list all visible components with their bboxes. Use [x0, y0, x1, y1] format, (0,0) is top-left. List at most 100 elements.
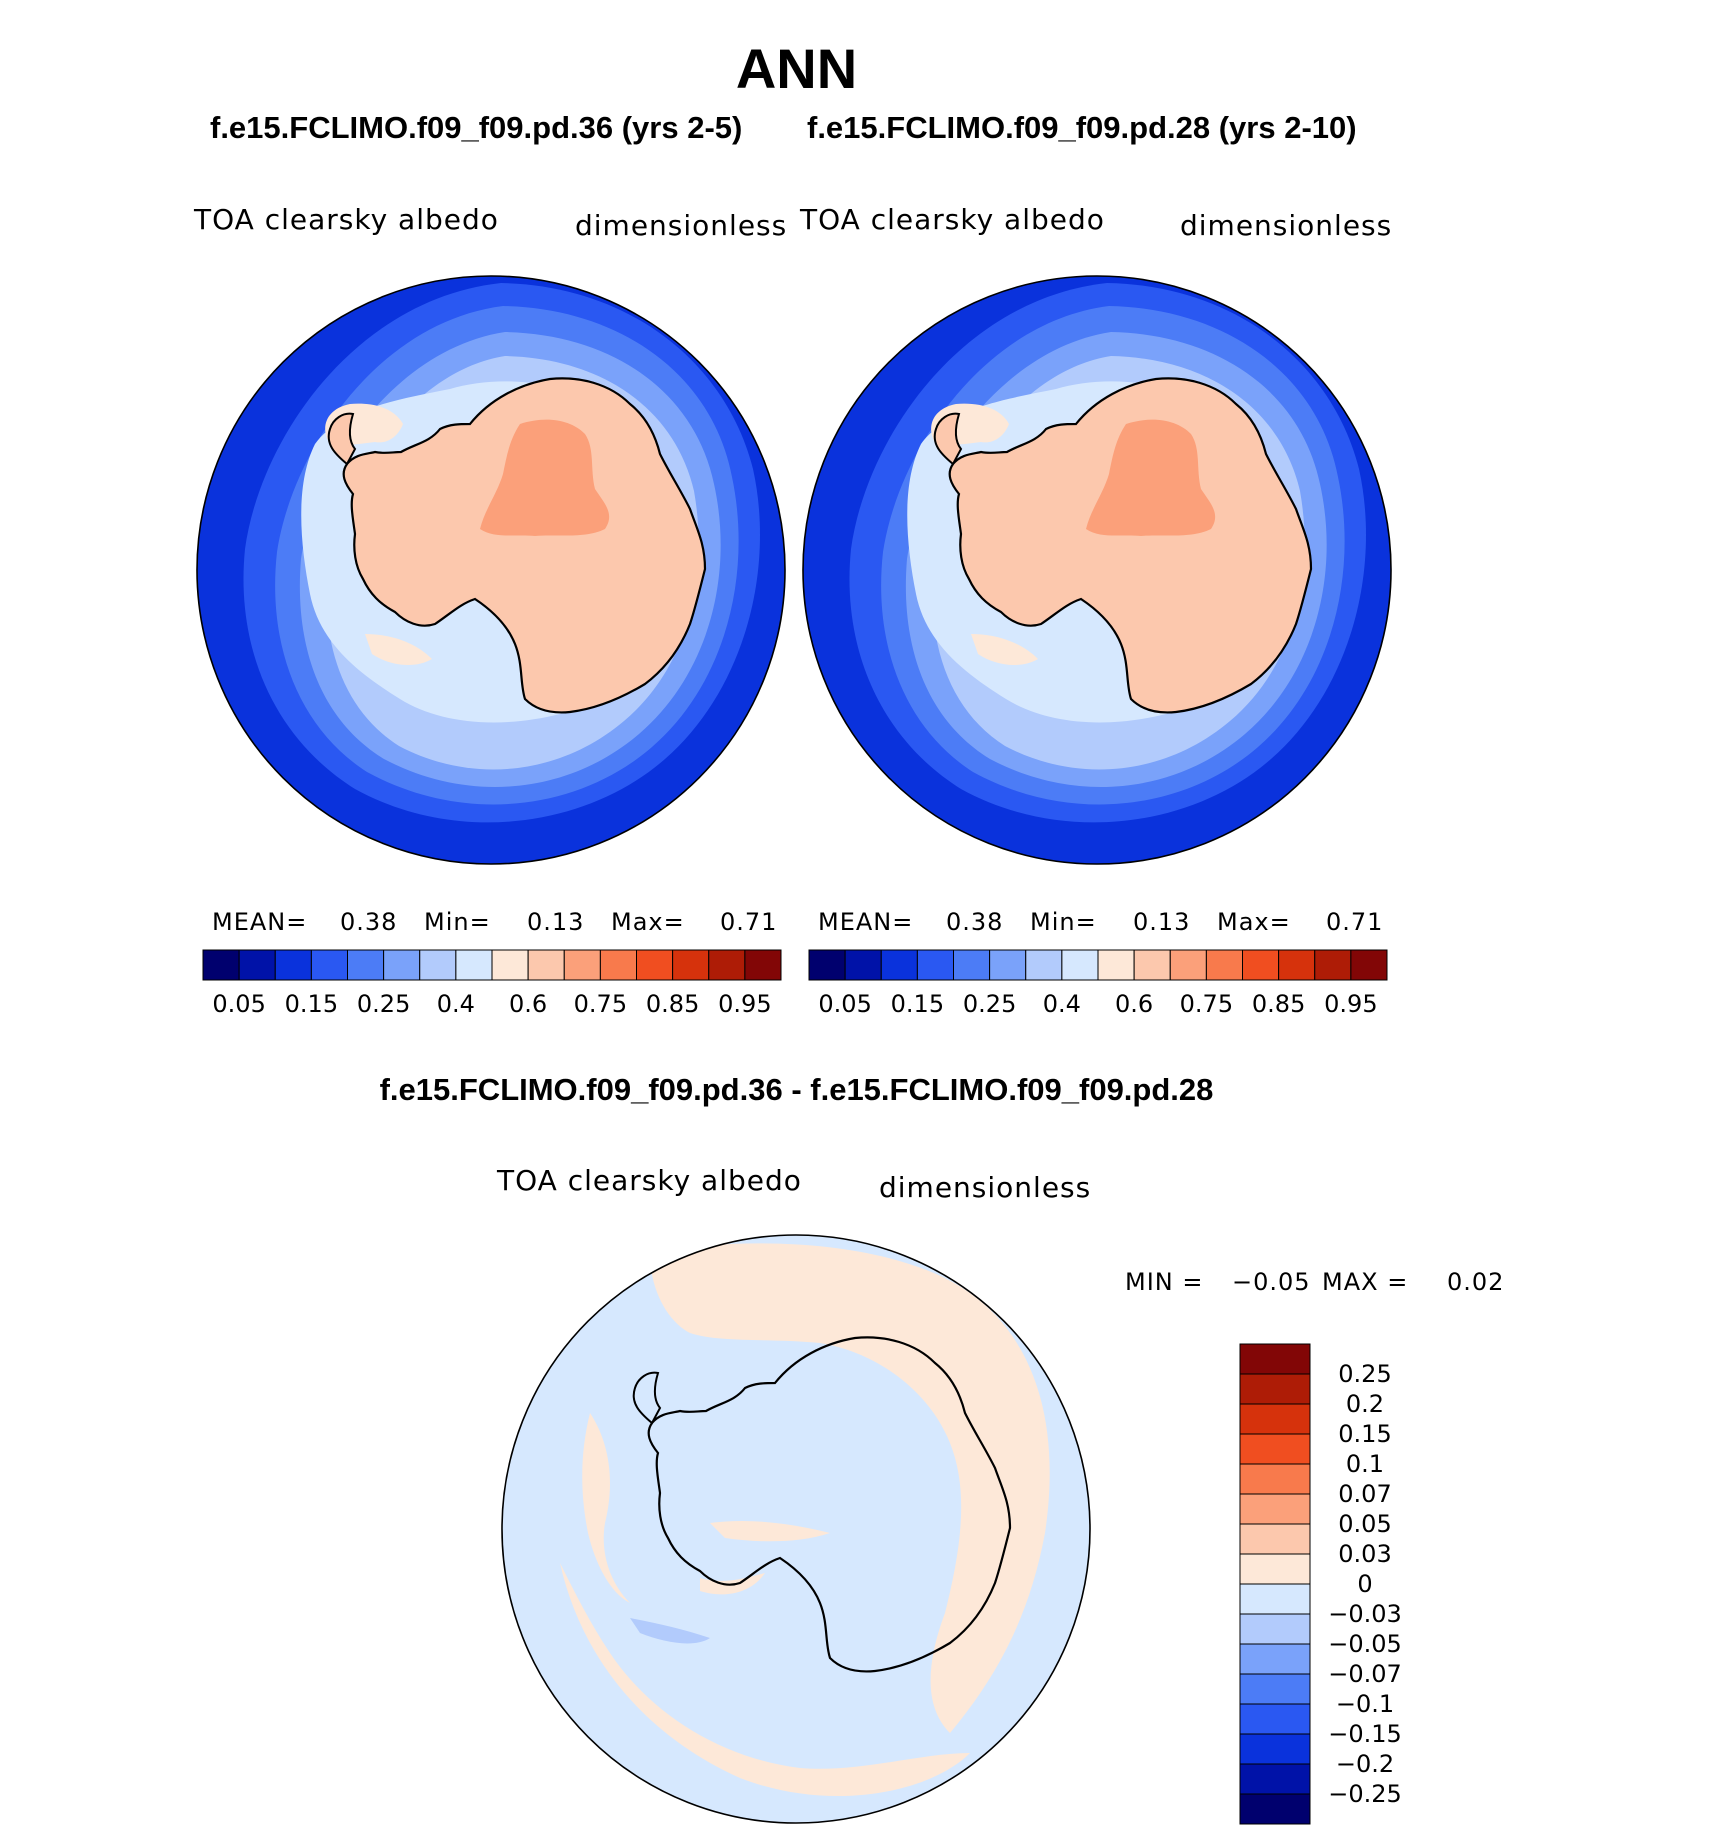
- difference-colorbar: [1239, 1343, 1311, 1825]
- panel1-case-title: f.e15.FCLIMO.f09_f09.pd.36 (yrs 2-5): [210, 110, 743, 145]
- colorbar-tick-label: 0.25: [356, 990, 411, 1018]
- colorbar-swatch: [419, 949, 457, 981]
- antarctica-land: [343, 378, 705, 713]
- diff-colorbar-swatch: [1239, 1793, 1311, 1825]
- panel2-mean-label: MEAN=: [818, 908, 914, 936]
- colorbar-swatch: [1025, 949, 1063, 981]
- colorbar-swatch: [1133, 949, 1171, 981]
- colorbar-swatch: [1097, 949, 1135, 981]
- diff-colorbar-swatch: [1239, 1493, 1311, 1525]
- diff-colorbar-swatch: [1239, 1703, 1311, 1735]
- coastline: [647, 1336, 1012, 1673]
- colorbar-swatch: [1350, 949, 1388, 981]
- panel1-polar-map: [196, 275, 786, 865]
- difference-min-label: MIN =: [1125, 1268, 1204, 1296]
- panel1-units-label: dimensionless: [575, 209, 788, 242]
- difference-title: f.e15.FCLIMO.f09_f09.pd.36 - f.e15.FCLIM…: [379, 1072, 1214, 1107]
- panel1-max-label: Max=: [611, 908, 685, 936]
- panel2-colorbar: [808, 949, 1388, 981]
- colorbar-swatch: [238, 949, 276, 981]
- colorbar-swatch: [1242, 949, 1280, 981]
- panel1-colorbar: [202, 949, 782, 981]
- panel1-max-value: 0.71: [720, 908, 778, 936]
- panel1-min-label: Min=: [424, 908, 491, 936]
- peninsula-coastline: [632, 1371, 662, 1425]
- difference-units-label: dimensionless: [879, 1171, 1092, 1204]
- colorbar-tick-label: 0.15: [284, 990, 339, 1018]
- difference-max-label: MAX =: [1322, 1268, 1409, 1296]
- panel2-polar-map: [802, 275, 1392, 865]
- colorbar-tick-label: 0.15: [890, 990, 945, 1018]
- diff-colorbar-swatch: [1239, 1523, 1311, 1555]
- map-border: [802, 275, 1392, 865]
- panel2-case-title: f.e15.FCLIMO.f09_f09.pd.28 (yrs 2-10): [807, 110, 1357, 145]
- colorbar-tick-label: 0.75: [1179, 990, 1234, 1018]
- diff-colorbar-tick-label: −0.03: [1328, 1600, 1402, 1628]
- colorbar-swatch: [1314, 949, 1352, 981]
- panel2-mean-value: 0.38: [946, 908, 1004, 936]
- peninsula-coastline: [327, 412, 357, 466]
- panel2-variable-label: TOA clearsky albedo: [800, 203, 1105, 236]
- colorbar-tick-label: 0.75: [573, 990, 628, 1018]
- colorbar-swatch: [672, 949, 710, 981]
- colorbar-swatch: [563, 949, 601, 981]
- colorbar-swatch: [1061, 949, 1099, 981]
- coastline: [948, 377, 1313, 714]
- map-border: [196, 275, 786, 865]
- colorbar-swatch: [599, 949, 637, 981]
- colorbar-swatch: [1278, 949, 1316, 981]
- coastline: [342, 377, 707, 714]
- map-border: [501, 1234, 1091, 1824]
- diff-colorbar-swatch: [1239, 1643, 1311, 1675]
- colorbar-swatch: [1169, 949, 1207, 981]
- colorbar-tick-label: 0.05: [818, 990, 872, 1018]
- antarctica-land: [949, 378, 1311, 713]
- colorbar-tick-label: 0.85: [645, 990, 700, 1018]
- diff-colorbar-swatch: [1239, 1613, 1311, 1645]
- diff-colorbar-swatch: [1239, 1463, 1311, 1495]
- colorbar-swatch: [708, 949, 746, 981]
- diff-colorbar-tick-label: −0.1: [1335, 1690, 1395, 1718]
- diff-colorbar-tick-label: −0.07: [1328, 1660, 1402, 1688]
- map-fill-group: [502, 1235, 1090, 1823]
- colorbar-swatch: [744, 949, 782, 981]
- colorbar-tick-label: 0.6: [509, 990, 548, 1018]
- difference-max-value: 0.02: [1447, 1268, 1505, 1296]
- colorbar-swatch: [310, 949, 348, 981]
- antarctic-plateau: [480, 419, 610, 536]
- diff-colorbar-tick-label: −0.2: [1335, 1750, 1395, 1778]
- ice-shelf-ross: [365, 634, 432, 666]
- colorbar-tick-label: 0.4: [1042, 990, 1081, 1018]
- main-title: ANN: [735, 37, 858, 100]
- panel2-min-label: Min=: [1030, 908, 1097, 936]
- diff-colorbar-tick-label: −0.05: [1328, 1630, 1402, 1658]
- diff-colorbar-swatch: [1239, 1733, 1311, 1765]
- diff-negative-patch: [630, 1618, 710, 1644]
- peninsula-coastline: [933, 412, 963, 466]
- colorbar-tick-label: 0.4: [436, 990, 475, 1018]
- colorbar-swatch: [527, 949, 565, 981]
- diff-colorbar-tick-label: 0.03: [1338, 1540, 1392, 1568]
- diff-positive-west: [582, 1413, 630, 1603]
- diff-colorbar-tick-label: 0.15: [1338, 1420, 1392, 1448]
- colorbar-tick-label: 0.85: [1251, 990, 1306, 1018]
- diff-colorbar-swatch: [1239, 1373, 1311, 1405]
- colorbar-swatch: [953, 949, 991, 981]
- colorbar-tick-label: 0.6: [1115, 990, 1154, 1018]
- panel1-mean-value: 0.38: [340, 908, 398, 936]
- diff-colorbar-swatch: [1239, 1553, 1311, 1585]
- colorbar-swatch: [1205, 949, 1243, 981]
- colorbar-tick-label: 0.95: [1324, 990, 1378, 1018]
- diff-colorbar-swatch: [1239, 1763, 1311, 1795]
- colorbar-swatch: [202, 949, 240, 981]
- colorbar-swatch: [455, 949, 493, 981]
- colorbar-swatch: [880, 949, 918, 981]
- diff-colorbar-tick-label: 0.2: [1345, 1390, 1385, 1418]
- diff-colorbar-swatch: [1239, 1403, 1311, 1435]
- colorbar-tick-label: 0.05: [212, 990, 266, 1018]
- panel1-variable-label: TOA clearsky albedo: [194, 203, 499, 236]
- difference-min-value: −0.05: [1232, 1268, 1311, 1296]
- diff-colorbar-tick-label: 0.1: [1345, 1450, 1385, 1478]
- diff-colorbar-tick-label: −0.15: [1328, 1720, 1402, 1748]
- colorbar-swatch: [383, 949, 421, 981]
